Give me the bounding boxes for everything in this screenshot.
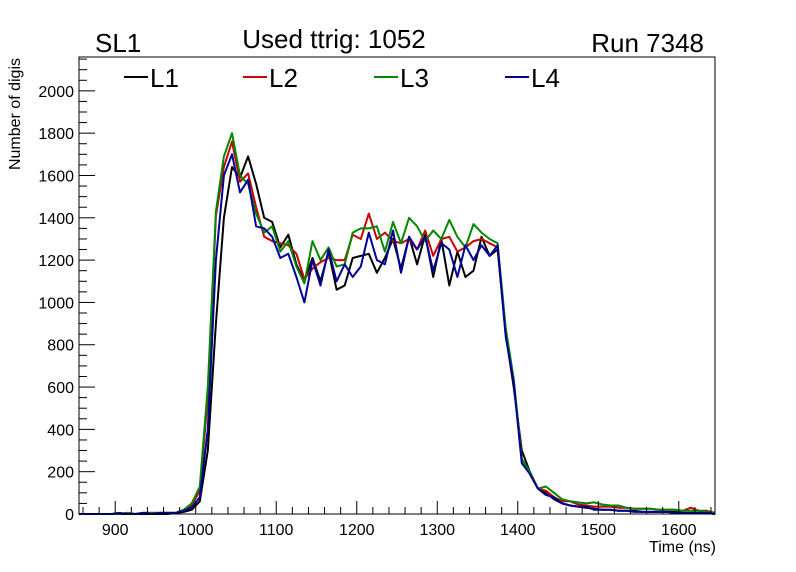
legend-label-l4: L4 xyxy=(531,63,560,93)
y-tick-label: 1400 xyxy=(38,211,74,228)
x-tick-label: 1000 xyxy=(178,522,214,539)
y-axis-title: Number of digis xyxy=(7,58,24,170)
y-tick-label: 0 xyxy=(65,507,74,524)
run-label: Run 7348 xyxy=(591,28,704,58)
legend: L1 L2 L3 L4 xyxy=(124,63,560,93)
x-tick-label: 1400 xyxy=(500,522,536,539)
legend-label-l1: L1 xyxy=(150,63,179,93)
y-tick-label: 200 xyxy=(47,465,74,482)
chart-title: Used ttrig: 1052 xyxy=(242,24,426,54)
y-tick-label: 1000 xyxy=(38,295,74,312)
x-tick-label: 1200 xyxy=(339,522,375,539)
x-axis-title: Time (ns) xyxy=(649,539,716,556)
legend-label-l2: L2 xyxy=(269,63,298,93)
y-tick-label: 2000 xyxy=(38,84,74,101)
x-tick-label: 1300 xyxy=(419,522,455,539)
y-tick-label: 1600 xyxy=(38,168,74,185)
axis-ticks xyxy=(79,58,712,515)
tick-labels: 900 1000 1100 1200 1300 1400 1500 1600 0 200 400 60… xyxy=(38,84,696,539)
y-tick-label: 800 xyxy=(47,338,74,355)
x-tick-label: 1600 xyxy=(661,522,697,539)
y-tick-label: 600 xyxy=(47,380,74,397)
y-tick-label: 1800 xyxy=(38,126,74,143)
x-tick-label: 1500 xyxy=(580,522,616,539)
y-tick-label: 1200 xyxy=(38,253,74,270)
x-tick-label: 1100 xyxy=(259,522,294,539)
plot-lines xyxy=(79,132,716,515)
superlayer-label: SL1 xyxy=(95,28,141,58)
plot-frame xyxy=(78,56,716,515)
y-tick-label: 400 xyxy=(47,422,74,439)
series-line-l4 xyxy=(79,153,716,515)
legend-label-l3: L3 xyxy=(400,63,429,93)
series-line-l3 xyxy=(79,132,716,515)
x-tick-label: 900 xyxy=(102,522,129,539)
